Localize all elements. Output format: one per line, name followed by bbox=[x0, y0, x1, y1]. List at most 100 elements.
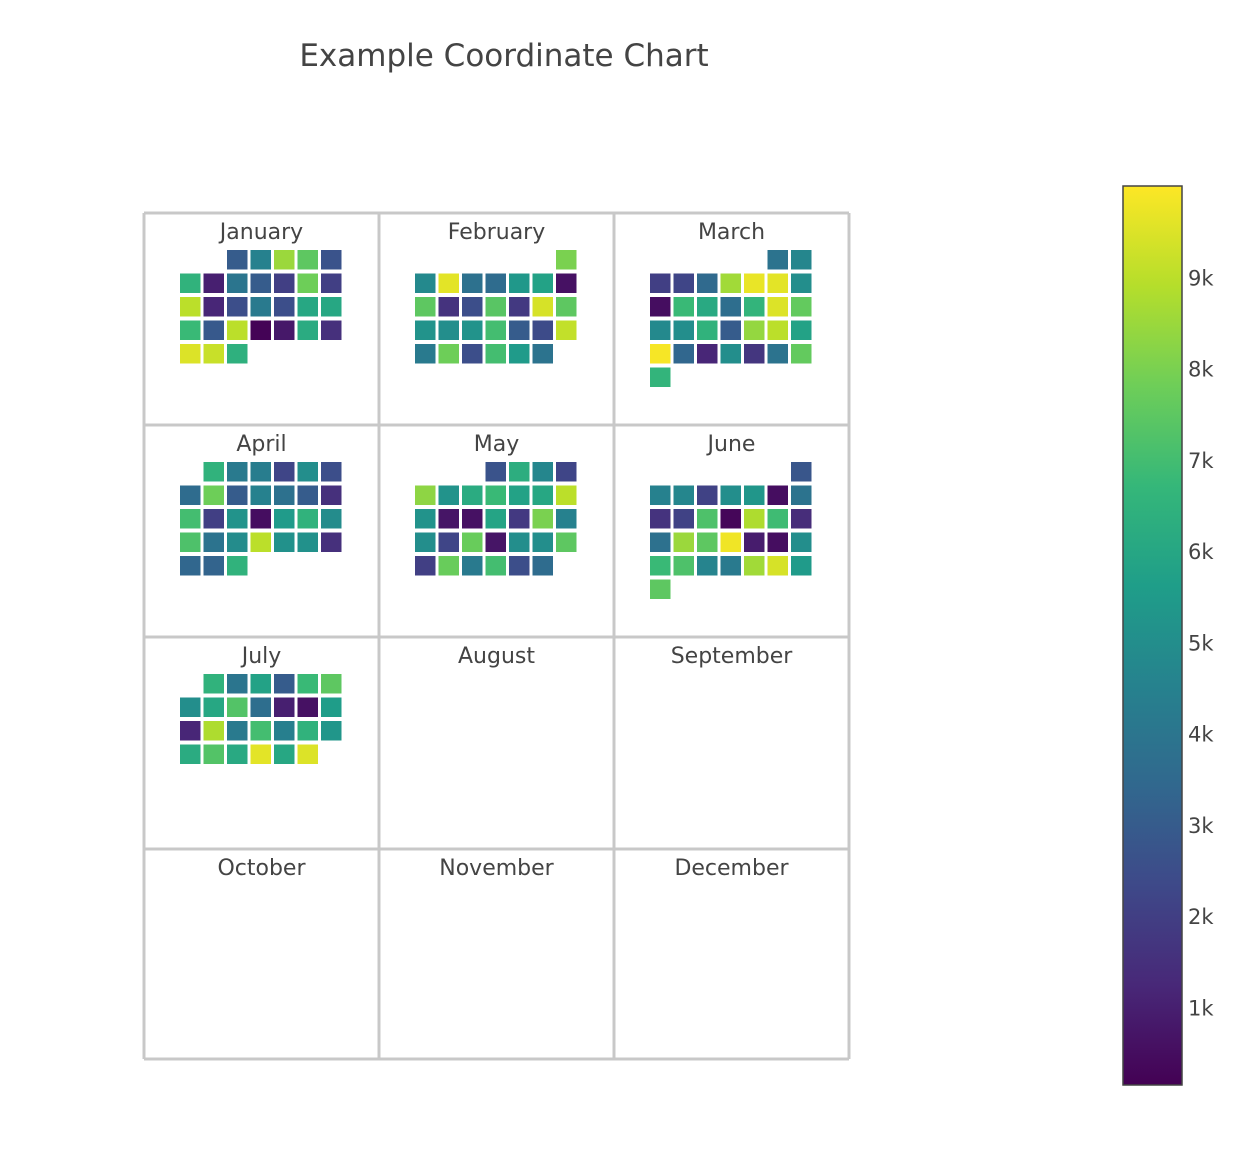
day-cell bbox=[485, 509, 506, 529]
day-cell bbox=[767, 485, 788, 505]
day-cell bbox=[297, 721, 318, 741]
day-cell bbox=[767, 250, 788, 270]
day-cell bbox=[180, 721, 201, 741]
day-cell bbox=[462, 320, 483, 340]
day-cell bbox=[697, 344, 718, 364]
day-cell bbox=[673, 320, 694, 340]
day-cell bbox=[462, 532, 483, 552]
day-cell bbox=[791, 509, 812, 529]
day-cell bbox=[227, 532, 248, 552]
day-cell bbox=[321, 462, 342, 482]
day-cell bbox=[509, 509, 530, 529]
day-cell bbox=[485, 273, 506, 293]
day-cell bbox=[274, 297, 295, 317]
day-cell bbox=[321, 509, 342, 529]
day-cell bbox=[650, 579, 671, 599]
day-cell bbox=[720, 532, 741, 552]
day-cell bbox=[556, 320, 577, 340]
day-cell bbox=[744, 556, 765, 576]
day-cell bbox=[767, 273, 788, 293]
day-cell bbox=[744, 532, 765, 552]
day-cell bbox=[650, 297, 671, 317]
day-cell bbox=[485, 462, 506, 482]
day-cell bbox=[321, 320, 342, 340]
day-cell bbox=[297, 297, 318, 317]
day-cell bbox=[203, 509, 224, 529]
day-cell bbox=[744, 344, 765, 364]
month-labels: January February March April May June July Augu… bbox=[217, 220, 793, 881]
day-cell bbox=[227, 556, 248, 576]
day-cell bbox=[532, 320, 553, 340]
day-cell bbox=[556, 273, 577, 293]
day-cell bbox=[650, 556, 671, 576]
day-cell bbox=[791, 250, 812, 270]
month-label: October bbox=[217, 856, 306, 881]
day-cell bbox=[532, 344, 553, 364]
day-cell bbox=[767, 297, 788, 317]
day-cell bbox=[250, 744, 271, 764]
day-cell bbox=[180, 697, 201, 717]
day-cell bbox=[274, 462, 295, 482]
colorbar-tick-label: 7k bbox=[1188, 449, 1214, 473]
day-cell bbox=[650, 344, 671, 364]
day-cell bbox=[250, 250, 271, 270]
day-cell bbox=[509, 273, 530, 293]
day-cell bbox=[744, 509, 765, 529]
day-cell bbox=[532, 485, 553, 505]
day-cell bbox=[180, 297, 201, 317]
day-cell bbox=[274, 320, 295, 340]
day-cell bbox=[321, 697, 342, 717]
day-cell bbox=[438, 532, 459, 552]
day-cell bbox=[415, 532, 436, 552]
day-cell bbox=[274, 250, 295, 270]
month-label: November bbox=[439, 856, 554, 881]
colorbar-tick-label: 8k bbox=[1188, 358, 1214, 382]
day-cell bbox=[744, 320, 765, 340]
day-cell bbox=[650, 509, 671, 529]
day-cell bbox=[415, 320, 436, 340]
day-cell bbox=[462, 509, 483, 529]
day-cell bbox=[767, 509, 788, 529]
day-cell bbox=[697, 556, 718, 576]
day-cell bbox=[227, 273, 248, 293]
colorbar-gradient bbox=[1122, 185, 1183, 1086]
day-cell bbox=[697, 273, 718, 293]
month-label: February bbox=[448, 220, 546, 245]
day-cell bbox=[415, 556, 436, 576]
day-cell bbox=[532, 297, 553, 317]
day-cell bbox=[697, 509, 718, 529]
day-cell bbox=[720, 344, 741, 364]
day-cell bbox=[509, 556, 530, 576]
day-cell bbox=[556, 509, 577, 529]
day-cell bbox=[203, 721, 224, 741]
day-cell bbox=[227, 697, 248, 717]
day-cell bbox=[720, 320, 741, 340]
month-grid bbox=[142, 211, 851, 1061]
day-cell bbox=[203, 462, 224, 482]
day-cell bbox=[650, 485, 671, 505]
day-cell bbox=[673, 297, 694, 317]
day-cell bbox=[250, 674, 271, 694]
day-cell bbox=[250, 532, 271, 552]
month-label: August bbox=[458, 644, 535, 669]
day-cell bbox=[650, 532, 671, 552]
day-cell bbox=[744, 485, 765, 505]
day-cell bbox=[203, 532, 224, 552]
day-cell bbox=[532, 273, 553, 293]
day-cell bbox=[321, 297, 342, 317]
month-label: April bbox=[236, 432, 286, 457]
month-label: September bbox=[671, 644, 794, 669]
day-cells bbox=[180, 250, 812, 764]
day-cell bbox=[203, 297, 224, 317]
colorbar-tick-label: 1k bbox=[1188, 996, 1214, 1020]
day-cell bbox=[650, 320, 671, 340]
day-cell bbox=[697, 297, 718, 317]
day-cell bbox=[485, 320, 506, 340]
day-cell bbox=[673, 532, 694, 552]
day-cell bbox=[415, 273, 436, 293]
day-cell bbox=[227, 744, 248, 764]
day-cell bbox=[650, 367, 671, 387]
day-cell bbox=[274, 485, 295, 505]
day-cell bbox=[297, 509, 318, 529]
colorbar-tick-label: 6k bbox=[1188, 540, 1214, 564]
